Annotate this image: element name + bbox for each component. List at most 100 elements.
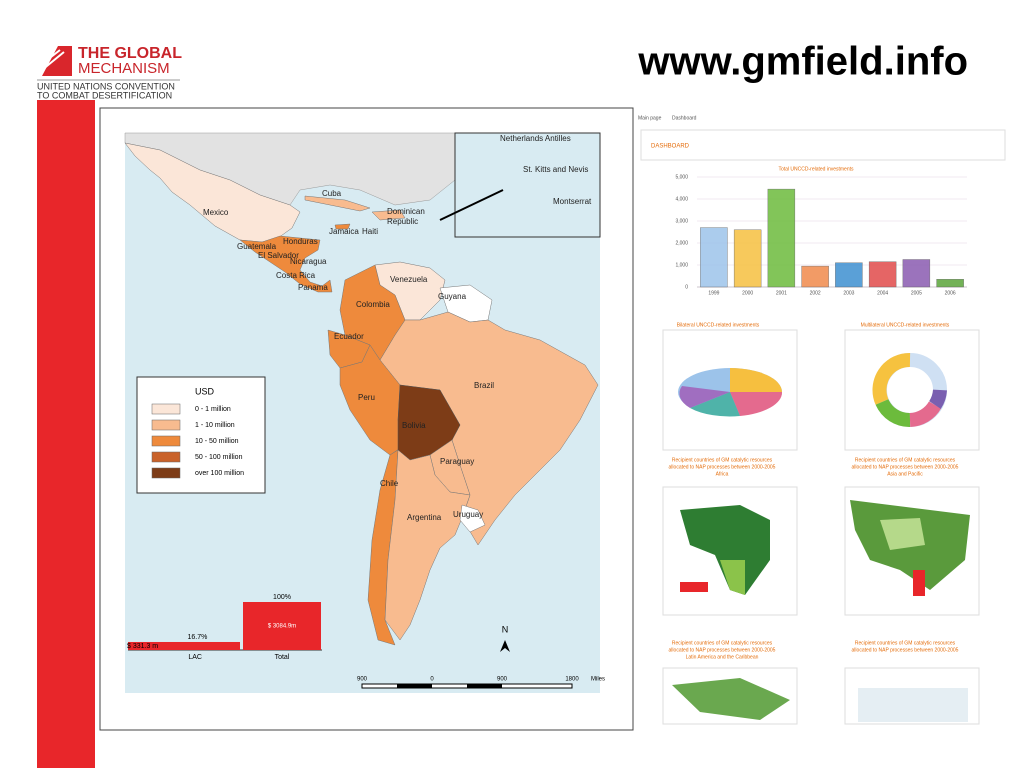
country-label: Haiti [362, 227, 378, 236]
map-thumbnail [880, 518, 925, 550]
bar [700, 227, 728, 288]
country-label: Panama [298, 283, 328, 292]
donut-slice [875, 398, 911, 427]
logo-subtitle: TO COMBAT DESERTIFICATION [37, 90, 172, 100]
breadcrumb: Main page [638, 115, 662, 121]
donut-slice [909, 401, 942, 427]
side-bar [37, 100, 95, 768]
legend-title: USD [195, 386, 215, 396]
country-label: Dominican [387, 207, 425, 216]
y-tick-label: 1,000 [675, 262, 688, 268]
legend-swatch [151, 403, 181, 415]
country-label: Argentina [407, 513, 442, 522]
country-label: Cuba [322, 189, 342, 198]
country-label: Venezuela [390, 275, 428, 284]
panel-caption: Bilateral UNCCD-related investments [677, 322, 760, 328]
summary-bar [243, 602, 321, 650]
x-tick-label: 2001 [776, 290, 787, 296]
country-label: Nicaragua [290, 257, 327, 266]
scale-label: Miles [591, 677, 605, 683]
pie-slice [730, 392, 783, 416]
map-thumbnail [720, 560, 745, 595]
panel-caption: allocated to NAP processes between 2000-… [669, 464, 776, 470]
summary-bar [128, 641, 240, 650]
country-label: Colombia [356, 300, 390, 309]
scale-label: 1800 [565, 677, 579, 683]
panel-caption: allocated to NAP processes between 2000-… [852, 464, 959, 470]
panel-caption: Recipient countries of GM catalytic reso… [855, 457, 956, 463]
inset-label: Montserrat [553, 197, 592, 206]
y-tick-label: 2,000 [675, 240, 688, 246]
panel-caption: Recipient countries of GM catalytic reso… [672, 457, 773, 463]
logo-subtitle: UNITED NATIONS CONVENTION [37, 81, 175, 91]
x-tick-label: 2006 [945, 290, 956, 296]
inset-box [454, 132, 601, 238]
country-label: Jamaica [329, 227, 359, 236]
inset-label: Netherlands Antilles [500, 134, 571, 143]
country-label: Uruguay [453, 510, 483, 519]
donut-slice [872, 352, 911, 405]
summary-amount: $ 331.3 m [127, 643, 158, 650]
country-label: Honduras [283, 237, 318, 246]
country-label: Brazil [474, 381, 494, 390]
panel [844, 329, 980, 451]
country-label: Republic [387, 217, 418, 226]
map-thumbnail [913, 570, 925, 596]
country-label: Guatemala [237, 242, 277, 251]
map-thumbnail [858, 688, 968, 722]
country-label: Paraguay [440, 457, 474, 466]
donut-thumbnail [872, 352, 947, 427]
scale-bar [467, 684, 502, 688]
legend-label: 1 - 10 million [195, 422, 235, 429]
bar [868, 261, 897, 288]
panel-caption: allocated to NAP processes between 2000-… [852, 647, 959, 653]
legend-label: 10 - 50 million [195, 438, 239, 445]
country [339, 264, 406, 361]
north-label: N [502, 624, 509, 634]
legend-swatch [151, 419, 181, 431]
country-label: Mexico [203, 208, 229, 217]
bar [936, 279, 964, 288]
bar [767, 188, 796, 288]
legend-label: 50 - 100 million [195, 454, 243, 461]
country [304, 195, 371, 212]
country-label: Bolivia [402, 421, 426, 430]
x-tick-label: 2005 [911, 290, 922, 296]
country-label: El Salvador [258, 251, 299, 260]
pie-slice [730, 368, 782, 392]
y-tick-label: 0 [685, 284, 688, 290]
country [384, 449, 471, 641]
country [459, 504, 486, 533]
legend-label: over 100 million [195, 470, 244, 477]
logo-text: THE GLOBAL [78, 45, 182, 62]
legend-swatch [151, 467, 181, 479]
logo-mark [42, 46, 72, 76]
summary-category: Total [275, 654, 290, 661]
pie-thumbnail [678, 368, 783, 417]
map-thumbnail [680, 505, 770, 595]
country-label: Chile [380, 479, 399, 488]
panel-caption: Latin America and the Caribbean [686, 654, 759, 660]
scale-bar [397, 684, 432, 688]
country-label: Peru [358, 393, 375, 402]
panel-caption: Recipient countries of GM catalytic reso… [855, 640, 956, 646]
chart-title: Total UNCCD-related investments [778, 166, 854, 172]
summary-amount: $ 3084.9m [268, 624, 296, 630]
panel-caption: Asia and Pacific [887, 471, 923, 477]
breadcrumb: Dashboard [672, 115, 697, 121]
scale-label: 900 [357, 677, 368, 683]
x-tick-label: 2004 [877, 290, 888, 296]
panel-caption: allocated to NAP processes between 2000-… [669, 647, 776, 653]
north-arrow [500, 640, 510, 652]
x-tick-label: 2000 [742, 290, 753, 296]
summary-percent: 16.7% [188, 634, 208, 641]
pie-slice [690, 392, 740, 417]
dashboard: Main page Dashboard DASHBOARD Total UNCC… [636, 112, 1006, 725]
url-title: www.gmfield.info [637, 40, 968, 84]
country [239, 235, 333, 293]
y-tick-label: 3,000 [675, 218, 688, 224]
x-tick-label: 2002 [810, 290, 821, 296]
dashboard-heading: DASHBOARD [651, 144, 690, 150]
summary-category: LAC [188, 654, 202, 661]
